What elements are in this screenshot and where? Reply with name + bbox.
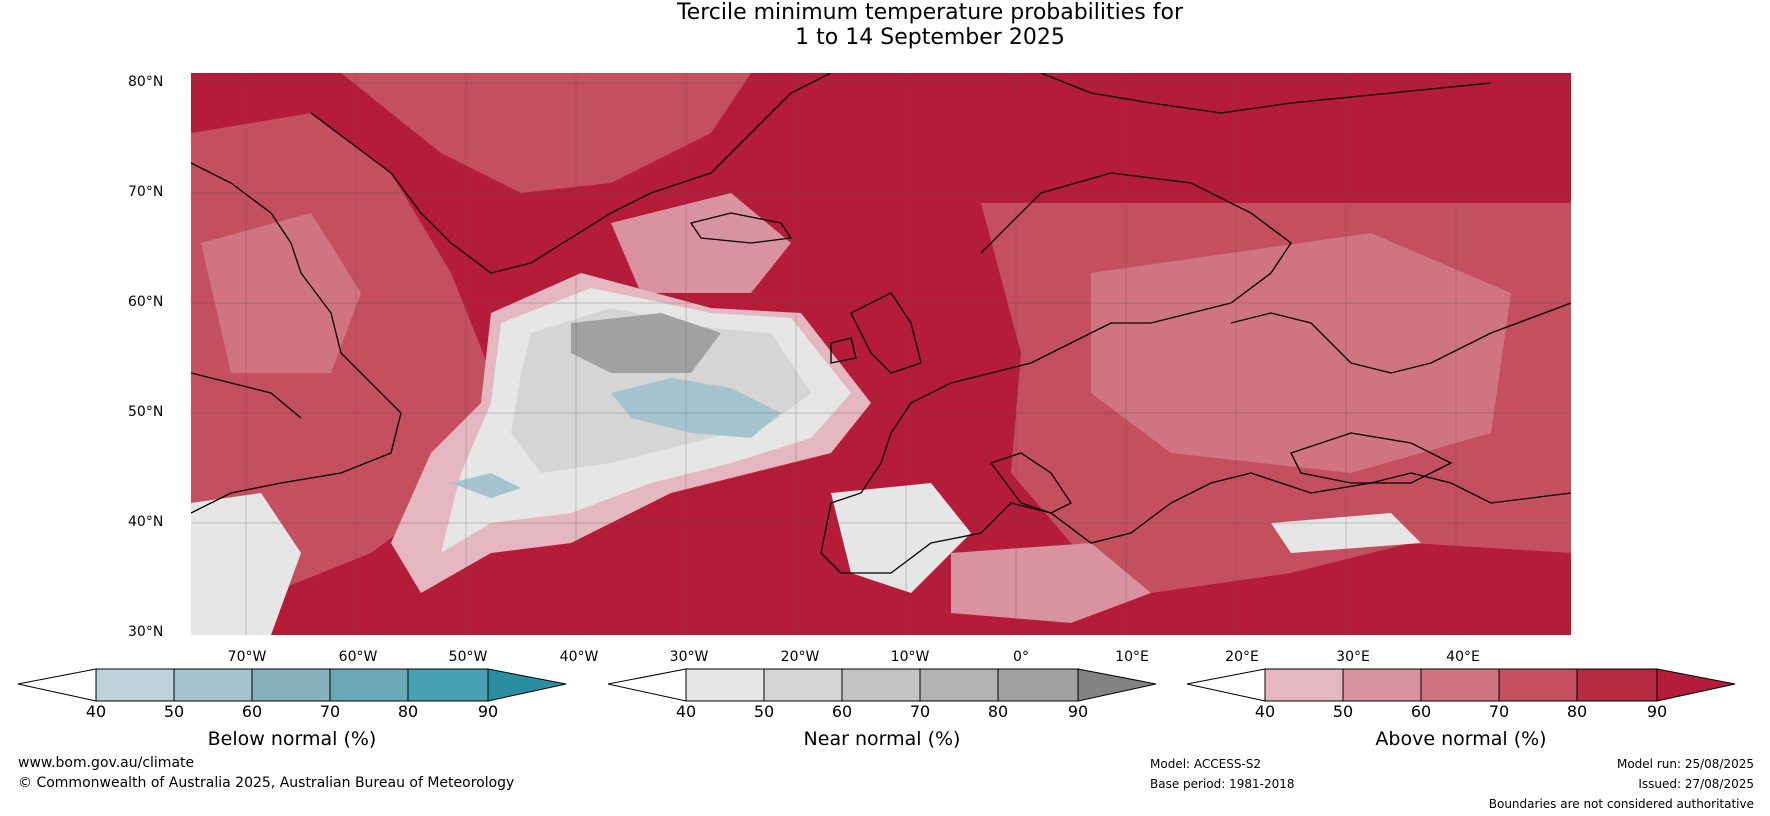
cb-near-tick-40: 40 [675, 702, 697, 721]
cb-above-tick-90: 90 [1646, 702, 1668, 721]
footer-issued: Issued: 27/08/2025 [1638, 777, 1754, 791]
cb-above-tick-40: 40 [1254, 702, 1276, 721]
lon-label-50w: 50°W [448, 649, 488, 665]
cb-below-1 [95, 668, 175, 702]
lon-label-40w: 40°W [559, 649, 599, 665]
lat-label-80: 80°N [128, 74, 164, 90]
footer-copyright: © Commonwealth of Australia 2025, Austra… [18, 775, 515, 791]
footer-website: www.bom.gov.au/climate [18, 755, 195, 771]
cb-below-tick-40: 40 [85, 702, 107, 721]
cb-above-1 [1264, 668, 1344, 702]
cb-above-3 [1420, 668, 1500, 702]
lon-label-20w: 20°W [780, 649, 820, 665]
lat-label-60: 60°N [128, 294, 164, 310]
title-line-2: 1 to 14 September 2025 [795, 25, 1065, 50]
lon-label-20e: 20°E [1225, 649, 1259, 665]
footer-disclaimer: Boundaries are not considered authoritat… [1488, 797, 1754, 811]
cb-near-tick-80: 80 [987, 702, 1009, 721]
lon-label-0: 0° [1013, 649, 1029, 665]
cb-below-5 [407, 668, 489, 702]
map-canvas [191, 73, 1571, 635]
cb-above-tick-60: 60 [1410, 702, 1432, 721]
cb-near-1 [685, 668, 765, 702]
lon-label-30w: 30°W [669, 649, 709, 665]
probability-map [191, 73, 1571, 635]
cb-near-4 [919, 668, 999, 702]
map-title: Tercile minimum temperature probabilitie… [0, 0, 1770, 50]
cb-above-tick-80: 80 [1566, 702, 1588, 721]
lat-label-40: 40°N [128, 514, 164, 530]
cb-above-5 [1576, 668, 1658, 702]
cb-below-4 [329, 668, 409, 702]
cb-below-tick-90: 90 [477, 702, 499, 721]
colorbar-below [17, 668, 567, 702]
cb-near-label: Near normal (%) [803, 728, 961, 750]
cb-above-tick-50: 50 [1332, 702, 1354, 721]
cb-below-tick-60: 60 [241, 702, 263, 721]
cb-near-tick-90: 90 [1067, 702, 1089, 721]
lon-label-60w: 60°W [338, 649, 378, 665]
cb-below-label: Below normal (%) [207, 728, 377, 750]
lat-label-50: 50°N [128, 404, 164, 420]
cb-near-5 [997, 668, 1079, 702]
title-line-1: Tercile minimum temperature probabilitie… [676, 0, 1184, 25]
lon-label-70w: 70°W [227, 649, 267, 665]
cb-near-tick-70: 70 [909, 702, 931, 721]
lat-label-70: 70°N [128, 184, 164, 200]
colorbars [17, 668, 1736, 702]
cb-above-2 [1342, 668, 1422, 702]
cb-below-3 [251, 668, 331, 702]
cb-below-2 [173, 668, 253, 702]
cb-above-label: Above normal (%) [1375, 728, 1547, 750]
lat-label-30: 30°N [128, 624, 164, 640]
cb-below-tick-80: 80 [397, 702, 419, 721]
cb-above-tick-70: 70 [1488, 702, 1510, 721]
footer-model-run: Model run: 25/08/2025 [1616, 757, 1754, 771]
lon-label-10e: 10°E [1115, 649, 1149, 665]
cb-above-4 [1498, 668, 1578, 702]
cb-below-tick-70: 70 [319, 702, 341, 721]
colorbar-above [1186, 668, 1736, 702]
cb-near-tick-50: 50 [753, 702, 775, 721]
footer-model: Model: ACCESS-S2 [1150, 757, 1262, 771]
cb-near-2 [763, 668, 843, 702]
cb-near-tick-60: 60 [831, 702, 853, 721]
footer-base-period: Base period: 1981-2018 [1150, 777, 1295, 791]
lon-label-10w: 10°W [890, 649, 930, 665]
lon-label-40e: 40°E [1446, 649, 1480, 665]
cb-near-3 [841, 668, 921, 702]
cb-below-tick-50: 50 [163, 702, 185, 721]
colorbar-near [607, 668, 1157, 702]
lon-label-30e: 30°E [1336, 649, 1370, 665]
